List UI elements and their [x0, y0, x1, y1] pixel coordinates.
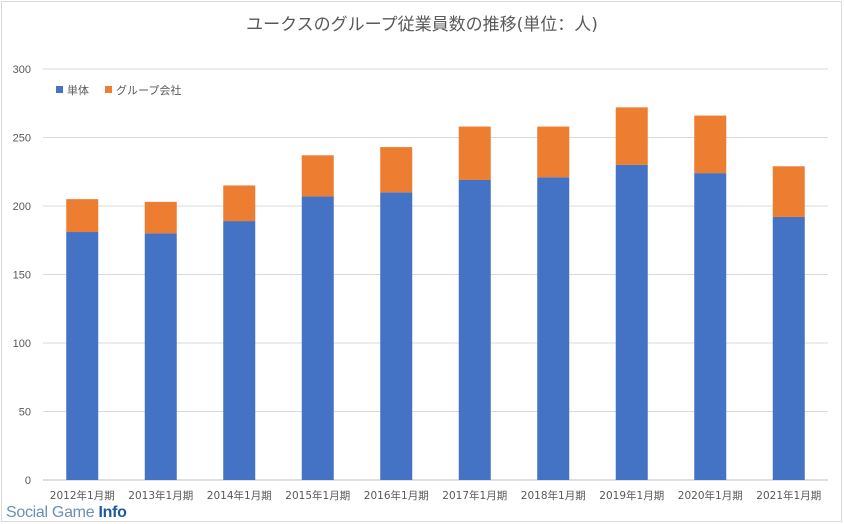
- bar-segment-single: [694, 173, 727, 480]
- bar-segment-group: [144, 201, 177, 234]
- legend-swatch: [56, 86, 63, 93]
- x-tick-label: 2017年1月期: [442, 489, 507, 502]
- legend-label: グループ会社: [116, 83, 181, 97]
- y-tick-label: 0: [25, 475, 31, 487]
- x-tick-label: 2012年1月期: [50, 489, 115, 502]
- y-tick-label: 150: [13, 270, 31, 282]
- chart-title: ユークスのグループ従業員数の推移(単位：人): [246, 15, 598, 35]
- x-tick-label: 2020年1月期: [678, 489, 743, 502]
- bar-segment-single: [458, 179, 491, 480]
- bar-segment-group: [66, 199, 99, 233]
- y-tick-label: 100: [13, 338, 31, 350]
- bar-segment-single: [772, 216, 805, 480]
- bar-segment-group: [615, 107, 648, 165]
- bar-segment-group: [694, 115, 727, 174]
- x-tick-label: 2018年1月期: [521, 489, 586, 502]
- bar-segment-group: [380, 147, 413, 193]
- bar-segment-single: [223, 221, 256, 480]
- y-tick-label: 300: [13, 64, 31, 76]
- x-tick-label: 2021年1月期: [756, 489, 821, 502]
- bar-segment-single: [301, 196, 334, 480]
- bar-segment-group: [223, 185, 256, 222]
- bar-segment-single: [144, 233, 177, 480]
- bar-segment-group: [301, 155, 334, 197]
- y-tick-label: 50: [19, 407, 31, 419]
- bar-segment-group: [458, 126, 491, 180]
- bar-segment-group: [537, 126, 570, 178]
- bar-segment-single: [537, 177, 570, 481]
- x-tick-label: 2019年1月期: [599, 489, 664, 502]
- legend-label: 単体: [67, 83, 89, 97]
- bar-segment-single: [380, 192, 413, 481]
- x-tick-label: 2016年1月期: [364, 489, 429, 502]
- bar-segment-single: [615, 164, 648, 480]
- x-tick-label: 2014年1月期: [207, 489, 272, 502]
- x-tick-label: 2013年1月期: [128, 489, 193, 502]
- bar-segment-single: [66, 232, 99, 480]
- x-tick-label: 2015年1月期: [285, 489, 350, 502]
- bar-segment-group: [772, 166, 805, 217]
- watermark-logo: Social Game Info: [6, 504, 127, 521]
- legend-swatch: [105, 86, 112, 93]
- y-tick-label: 250: [13, 133, 31, 145]
- y-tick-label: 200: [13, 201, 31, 213]
